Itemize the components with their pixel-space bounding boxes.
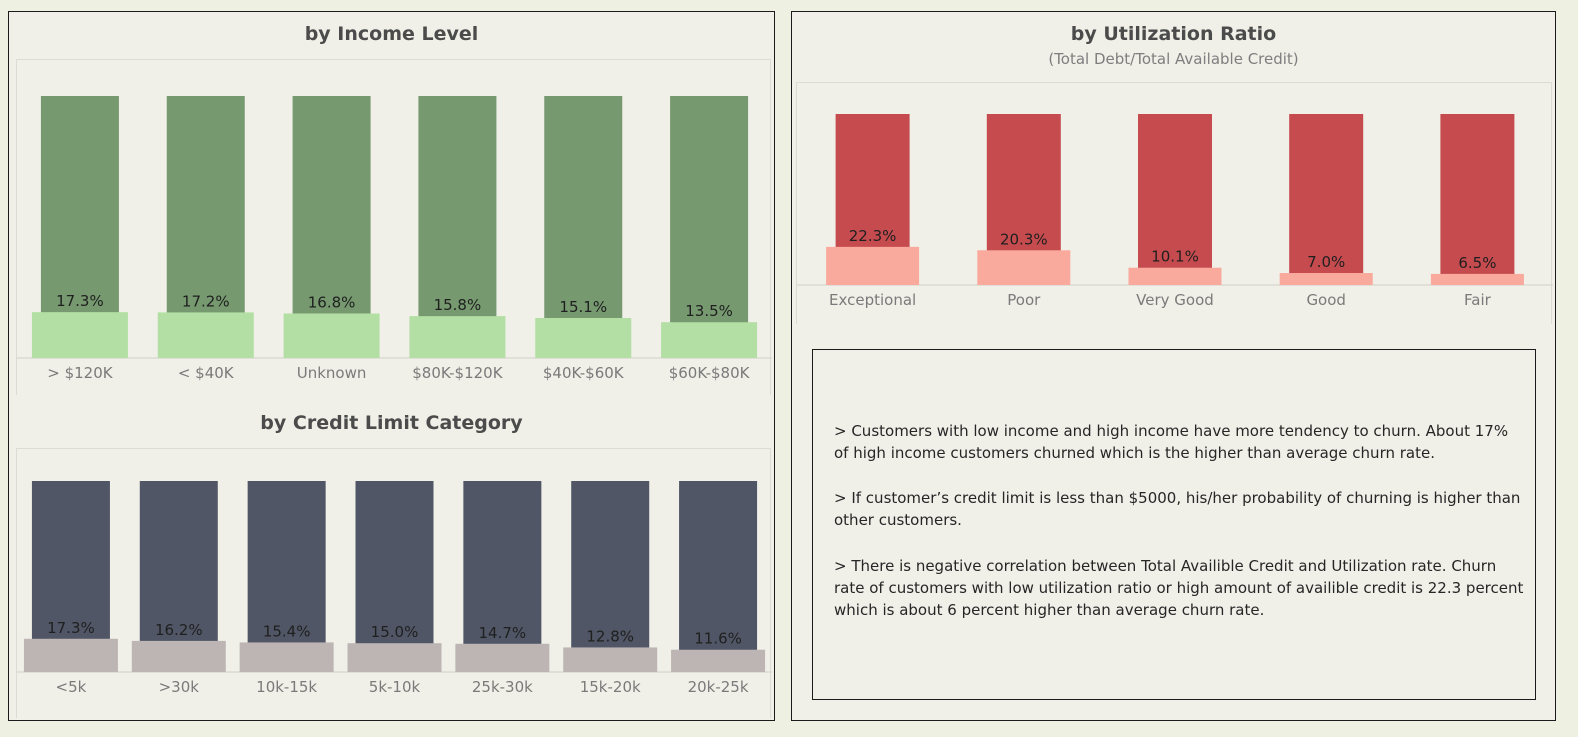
utilization-ratio-chart: 22.3% Exceptional 20.3% Poor 10.1% Very Good 7… xyxy=(797,114,1553,309)
churn-rate-bar xyxy=(826,246,920,285)
churn-rate-bar xyxy=(239,642,334,672)
income-chart-title: by Income Level xyxy=(304,23,479,45)
credit-limit-chart: 17.3% <5k 16.2% >30k 15.4% 10k-15k 15.0% 5k-10k… xyxy=(17,481,772,696)
total-bar xyxy=(571,481,650,672)
category-tick-label: Fair xyxy=(1464,291,1492,309)
total-bar xyxy=(1138,114,1212,285)
churn-rate-bar xyxy=(347,643,442,672)
total-bar xyxy=(463,481,542,672)
category-tick-label: >30k xyxy=(159,678,200,696)
churn-rate-bar xyxy=(661,322,758,358)
insight-income: > Customers with low income and high inc… xyxy=(834,422,1509,462)
data-label: 20.3% xyxy=(1000,230,1048,248)
category-tick-label: 25k-30k xyxy=(472,678,533,696)
insights-box: > Customers with low income and high inc… xyxy=(812,349,1536,700)
total-bar xyxy=(670,96,749,358)
total-bar xyxy=(1440,114,1515,285)
category-tick-label: 15k-20k xyxy=(580,678,641,696)
category-tick-label: $80K-$120K xyxy=(412,364,503,382)
data-label: 22.3% xyxy=(849,227,897,245)
utilization-chart-title: by Utilization Ratio xyxy=(1070,23,1277,45)
churn-rate-bar xyxy=(1128,267,1222,285)
data-label: 15.8% xyxy=(434,296,482,314)
data-label: 16.2% xyxy=(155,621,203,639)
insight-utilization: > There is negative correlation between … xyxy=(834,557,1524,619)
data-label: 11.6% xyxy=(694,630,742,648)
credit-plot-area: 17.3% <5k 16.2% >30k 15.4% 10k-15k 15.0% 5k-10k… xyxy=(16,448,772,718)
insight-credit-limit: > If customer’s credit limit is less tha… xyxy=(834,489,1521,529)
churn-rate-bar xyxy=(283,313,380,358)
category-tick-label: 10k-15k xyxy=(256,678,317,696)
churn-rate-bar xyxy=(31,312,128,358)
churn-rate-bar xyxy=(23,638,118,672)
total-bar xyxy=(247,481,326,672)
churn-rate-bar xyxy=(563,647,658,672)
churn-rate-bar xyxy=(977,250,1071,285)
category-tick-label: > $120K xyxy=(47,364,114,382)
utilization-plot-area: 22.3% Exceptional 20.3% Poor 10.1% Very Good 7… xyxy=(796,82,1553,324)
category-tick-label: Poor xyxy=(1007,291,1041,309)
data-label: 15.4% xyxy=(263,622,311,640)
total-bar xyxy=(1289,114,1364,285)
utilization-chart-subtitle: (Total Debt/Total Available Credit) xyxy=(1048,50,1299,68)
data-label: 15.1% xyxy=(559,298,607,316)
data-label: 16.8% xyxy=(308,293,356,311)
data-label: 17.3% xyxy=(47,619,95,637)
income-level-chart: 17.3% > $120K 17.2% < $40K 16.8% Unknown 15.8%… xyxy=(17,96,772,382)
churn-rate-bar xyxy=(409,316,506,358)
data-label: 13.5% xyxy=(685,302,733,320)
churn-rate-bar xyxy=(671,649,766,672)
category-tick-label: $60K-$80K xyxy=(669,364,751,382)
data-label: 15.0% xyxy=(371,623,419,641)
income-credit-panel: by Income Level 17.3% > $120K 17.2% < $40K 1… xyxy=(8,11,775,721)
data-label: 12.8% xyxy=(586,627,634,645)
category-tick-label: Unknown xyxy=(297,364,367,382)
utilization-panel: by Utilization Ratio (Total Debt/Total A… xyxy=(791,11,1556,721)
total-bar xyxy=(418,96,497,358)
data-label: 6.5% xyxy=(1458,254,1496,272)
category-tick-label: Exceptional xyxy=(829,291,916,309)
data-label: 14.7% xyxy=(479,624,527,642)
churn-rate-bar xyxy=(1279,273,1373,285)
data-label: 10.1% xyxy=(1151,248,1199,266)
churn-rate-bar xyxy=(1430,273,1524,285)
data-label: 17.2% xyxy=(182,292,230,310)
churn-rate-bar xyxy=(131,640,226,672)
credit-chart-title: by Credit Limit Category xyxy=(260,412,523,434)
category-tick-label: Very Good xyxy=(1136,291,1214,309)
churn-rate-bar xyxy=(455,643,550,672)
churn-rate-bar xyxy=(157,312,254,358)
data-label: 7.0% xyxy=(1307,253,1345,271)
total-bar xyxy=(355,481,434,672)
category-tick-label: Good xyxy=(1306,291,1346,309)
total-bar xyxy=(679,481,758,672)
churn-rate-bar xyxy=(535,317,632,358)
income-plot-area: 17.3% > $120K 17.2% < $40K 16.8% Unknown 15.8%… xyxy=(16,59,772,395)
category-tick-label: 5k-10k xyxy=(369,678,421,696)
total-bar xyxy=(139,481,218,672)
data-label: 17.3% xyxy=(56,292,104,310)
category-tick-label: <5k xyxy=(56,678,87,696)
category-tick-label: 20k-25k xyxy=(688,678,749,696)
total-bar xyxy=(544,96,623,358)
category-tick-label: < $40K xyxy=(178,364,235,382)
category-tick-label: $40K-$60K xyxy=(543,364,625,382)
